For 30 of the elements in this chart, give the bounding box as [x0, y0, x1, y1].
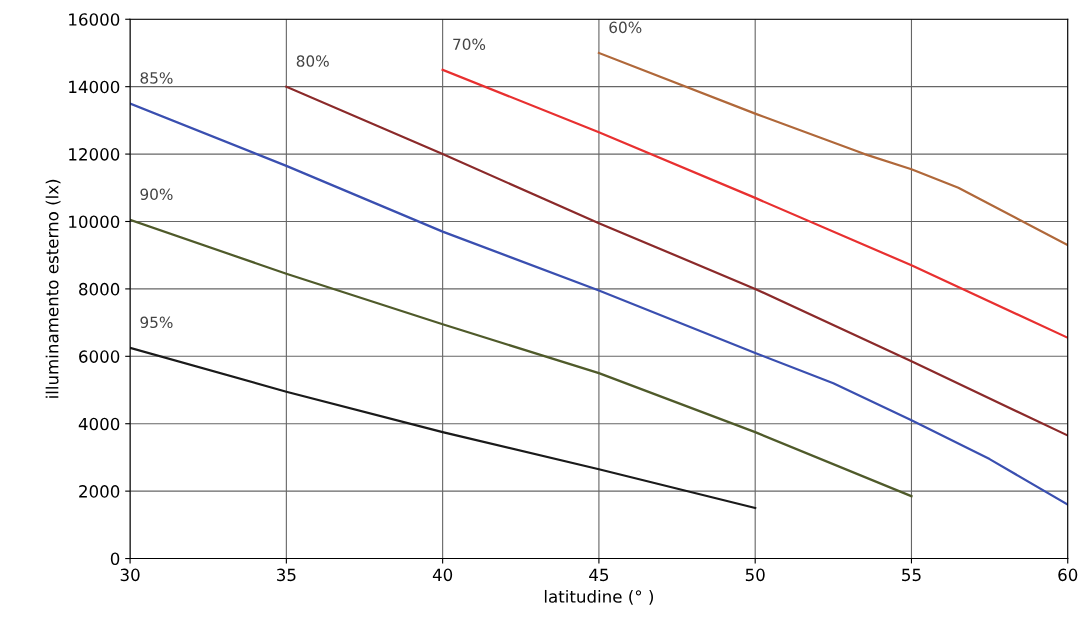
line-series	[285, 85, 1068, 437]
y-axis-title: illuminamento esterno (lx)	[45, 179, 61, 398]
y-tick-label: 2000	[79, 485, 120, 498]
y-tick-label: 10000	[69, 215, 120, 229]
y-tick-label: 12000	[69, 148, 120, 161]
y-tick-label: 0	[110, 552, 120, 566]
line-series	[130, 346, 757, 510]
y-tick-label: 4000	[78, 417, 120, 431]
series-label: 80%	[296, 55, 329, 67]
line-series	[130, 102, 1068, 506]
y-tick-label: 6000	[79, 350, 120, 363]
x-tick-label: 45	[589, 568, 609, 582]
x-tick-label: 40	[432, 568, 453, 582]
line-series	[130, 218, 913, 498]
x-tick-label: 50	[745, 568, 765, 582]
series-label: 60%	[609, 21, 642, 34]
x-tick-label: 30	[120, 568, 140, 582]
y-tick-label: 14000	[69, 80, 120, 94]
x-tick-label: 55	[902, 568, 921, 582]
series-label: 70%	[453, 38, 486, 50]
x-tick-label: 35	[277, 568, 296, 582]
y-tick-label: 16000	[69, 13, 120, 26]
series-label: 95%	[140, 316, 173, 329]
x-tick-label: 60	[1058, 568, 1078, 582]
series-label: 85%	[140, 72, 173, 84]
series-label: 90%	[140, 188, 173, 200]
line-series	[441, 68, 1068, 339]
line-series	[597, 51, 1068, 247]
x-axis-title: latitudine (° )	[544, 589, 654, 605]
y-tick-label: 8000	[79, 282, 120, 296]
